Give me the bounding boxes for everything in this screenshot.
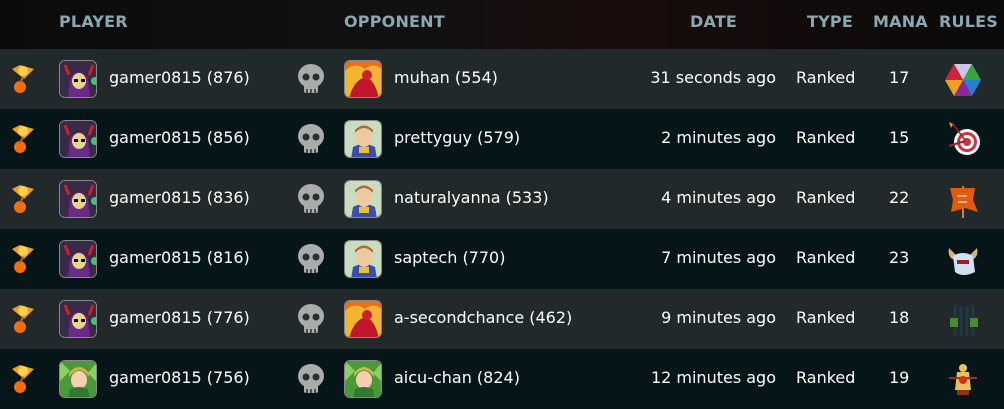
col-date[interactable]: DATE	[690, 12, 738, 31]
skull-icon	[296, 243, 326, 275]
skull-icon	[296, 123, 326, 155]
battle-type: Ranked	[796, 368, 856, 387]
opponent-avatar[interactable]	[344, 360, 382, 398]
table-row[interactable]: gamer0815 (856) prettyguy (579) 2 minute…	[0, 109, 1004, 169]
player-avatar[interactable]	[59, 360, 97, 398]
battle-type: Ranked	[796, 128, 856, 147]
battle-date: 12 minutes ago	[650, 368, 776, 387]
player-avatar[interactable]	[59, 60, 97, 98]
table-header: PLAYER OPPONENT DATE TYPE MANA RULES	[0, 0, 1004, 49]
training-dummy-icon[interactable]	[943, 360, 983, 400]
skull-icon	[296, 303, 326, 335]
player-name[interactable]: gamer0815 (816)	[109, 248, 250, 267]
player-avatar[interactable]	[59, 240, 97, 278]
trophy-icon	[10, 303, 36, 335]
battle-type: Ranked	[796, 188, 856, 207]
player-name[interactable]: gamer0815 (776)	[109, 308, 250, 327]
player-name[interactable]: gamer0815 (876)	[109, 68, 250, 87]
player-avatar[interactable]	[59, 180, 97, 218]
opponent-avatar[interactable]	[344, 180, 382, 218]
battle-type: Ranked	[796, 308, 856, 327]
skull-icon	[296, 63, 326, 95]
trophy-icon	[10, 63, 36, 95]
battle-date: 2 minutes ago	[661, 128, 776, 147]
mana-cap: 18	[889, 308, 910, 327]
rainbow-gems-icon[interactable]	[943, 60, 983, 100]
mana-cap: 22	[889, 188, 910, 207]
table-row[interactable]: gamer0815 (876) muhan (554) 31 seconds a…	[0, 49, 1004, 109]
col-opponent[interactable]: OPPONENT	[344, 12, 445, 31]
opponent-name[interactable]: muhan (554)	[394, 68, 498, 87]
col-mana[interactable]: MANA	[873, 12, 928, 31]
trophy-icon	[10, 243, 36, 275]
opponent-name[interactable]: prettyguy (579)	[394, 128, 521, 147]
opponent-name[interactable]: saptech (770)	[394, 248, 506, 267]
trophy-icon	[10, 363, 36, 395]
horned-helmet-icon[interactable]	[943, 240, 983, 280]
trophy-icon	[10, 123, 36, 155]
battle-date: 7 minutes ago	[661, 248, 776, 267]
table-row[interactable]: gamer0815 (776) a-secondchance (462) 9 m…	[0, 289, 1004, 349]
battle-type: Ranked	[796, 68, 856, 87]
player-name[interactable]: gamer0815 (836)	[109, 188, 250, 207]
opponent-name[interactable]: naturalyanna (533)	[394, 188, 549, 207]
skull-icon	[296, 363, 326, 395]
mana-cap: 19	[889, 368, 910, 387]
table-row[interactable]: gamer0815 (756) aicu-chan (824) 12 minut…	[0, 349, 1004, 409]
battle-date: 4 minutes ago	[661, 188, 776, 207]
battle-date: 31 seconds ago	[650, 68, 776, 87]
battle-date: 9 minutes ago	[661, 308, 776, 327]
player-avatar[interactable]	[59, 120, 97, 158]
opponent-name[interactable]: a-secondchance (462)	[394, 308, 573, 327]
player-avatar[interactable]	[59, 300, 97, 338]
opponent-name[interactable]: aicu-chan (824)	[394, 368, 520, 387]
mana-cap: 23	[889, 248, 910, 267]
table-row[interactable]: gamer0815 (816) saptech (770) 7 minutes …	[0, 229, 1004, 289]
target-icon[interactable]	[943, 120, 983, 160]
mana-cap: 17	[889, 68, 910, 87]
opponent-avatar[interactable]	[344, 240, 382, 278]
mana-cap: 15	[889, 128, 910, 147]
opponent-avatar[interactable]	[344, 60, 382, 98]
col-rules[interactable]: RULES	[939, 12, 998, 31]
player-name[interactable]: gamer0815 (856)	[109, 128, 250, 147]
col-type[interactable]: TYPE	[807, 12, 853, 31]
opponent-avatar[interactable]	[344, 300, 382, 338]
player-name[interactable]: gamer0815 (756)	[109, 368, 250, 387]
skull-icon	[296, 183, 326, 215]
col-player[interactable]: PLAYER	[59, 12, 128, 31]
battle-type: Ranked	[796, 248, 856, 267]
table-row[interactable]: gamer0815 (836) naturalyanna (533) 4 min…	[0, 169, 1004, 229]
opponent-avatar[interactable]	[344, 120, 382, 158]
cage-icon[interactable]	[943, 300, 983, 340]
flag-icon[interactable]	[943, 180, 983, 220]
trophy-icon	[10, 183, 36, 215]
